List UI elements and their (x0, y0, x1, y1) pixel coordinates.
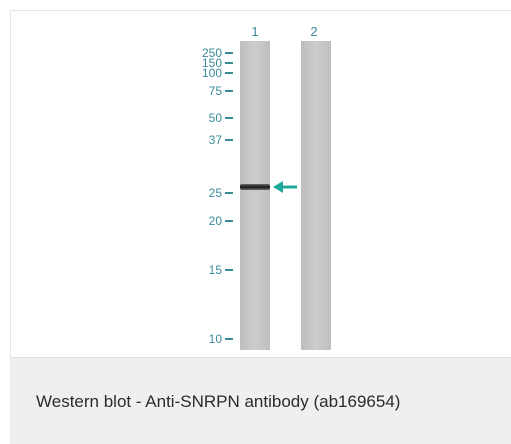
marker-label-150: 150 (202, 56, 222, 70)
lane-2 (301, 41, 331, 350)
western-blot-image: 1 2 250 150 100 75 50 37 25 20 15 10 (10, 10, 511, 357)
marker-label-10: 10 (209, 332, 223, 346)
marker-label-250: 250 (202, 46, 222, 60)
marker-label-20: 20 (209, 214, 223, 228)
marker-label-100: 100 (202, 66, 222, 80)
marker-ticks (225, 52, 233, 340)
caption-panel: Western blot - Anti-SNRPN antibody (ab16… (10, 357, 511, 444)
blot-svg: 1 2 250 150 100 75 50 37 25 20 15 10 (202, 24, 331, 350)
lane-1 (240, 41, 270, 350)
marker-label-37: 37 (209, 133, 223, 147)
lane-label-2: 2 (310, 24, 317, 39)
marker-label-15: 15 (209, 263, 223, 277)
figure-caption: Western blot - Anti-SNRPN antibody (ab16… (36, 392, 401, 411)
lane-label-1: 1 (251, 24, 258, 39)
marker-label-50: 50 (209, 111, 223, 125)
arrow-left-icon (273, 181, 297, 193)
marker-label-25: 25 (209, 186, 223, 200)
protein-band (240, 184, 270, 190)
marker-label-75: 75 (209, 84, 223, 98)
